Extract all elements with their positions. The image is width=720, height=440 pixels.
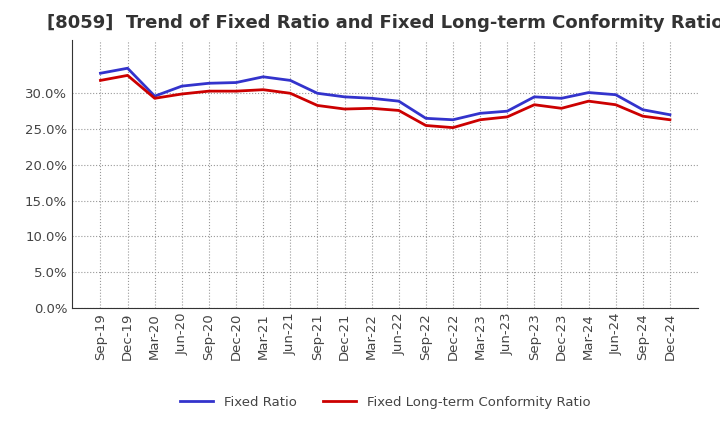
Fixed Ratio — [665, 112, 674, 117]
Fixed Long-term Conformity Ratio — [150, 95, 159, 101]
Fixed Long-term Conformity Ratio — [395, 108, 403, 113]
Fixed Ratio — [611, 92, 620, 97]
Fixed Long-term Conformity Ratio — [123, 73, 132, 78]
Line: Fixed Ratio: Fixed Ratio — [101, 68, 670, 120]
Fixed Long-term Conformity Ratio — [341, 106, 349, 112]
Title: [8059]  Trend of Fixed Ratio and Fixed Long-term Conformity Ratio: [8059] Trend of Fixed Ratio and Fixed Lo… — [47, 15, 720, 33]
Fixed Long-term Conformity Ratio — [204, 88, 213, 94]
Fixed Ratio — [449, 117, 457, 122]
Fixed Long-term Conformity Ratio — [503, 114, 511, 120]
Fixed Long-term Conformity Ratio — [557, 106, 566, 111]
Fixed Long-term Conformity Ratio — [313, 103, 322, 108]
Fixed Long-term Conformity Ratio — [530, 102, 539, 107]
Fixed Ratio — [476, 111, 485, 116]
Fixed Long-term Conformity Ratio — [259, 87, 268, 92]
Fixed Ratio — [178, 84, 186, 89]
Fixed Ratio — [123, 66, 132, 71]
Fixed Long-term Conformity Ratio — [178, 92, 186, 97]
Fixed Long-term Conformity Ratio — [611, 102, 620, 107]
Fixed Long-term Conformity Ratio — [232, 88, 240, 94]
Fixed Long-term Conformity Ratio — [665, 117, 674, 122]
Legend: Fixed Ratio, Fixed Long-term Conformity Ratio: Fixed Ratio, Fixed Long-term Conformity … — [175, 391, 595, 414]
Fixed Ratio — [557, 95, 566, 101]
Fixed Ratio — [259, 74, 268, 80]
Fixed Ratio — [286, 78, 294, 83]
Fixed Long-term Conformity Ratio — [476, 117, 485, 122]
Fixed Ratio — [204, 81, 213, 86]
Fixed Long-term Conformity Ratio — [286, 91, 294, 96]
Fixed Long-term Conformity Ratio — [96, 78, 105, 83]
Fixed Long-term Conformity Ratio — [584, 99, 593, 104]
Fixed Ratio — [341, 94, 349, 99]
Line: Fixed Long-term Conformity Ratio: Fixed Long-term Conformity Ratio — [101, 75, 670, 128]
Fixed Long-term Conformity Ratio — [449, 125, 457, 130]
Fixed Ratio — [584, 90, 593, 95]
Fixed Ratio — [150, 94, 159, 99]
Fixed Long-term Conformity Ratio — [639, 114, 647, 119]
Fixed Ratio — [503, 109, 511, 114]
Fixed Ratio — [395, 99, 403, 104]
Fixed Ratio — [96, 70, 105, 76]
Fixed Ratio — [639, 107, 647, 112]
Fixed Ratio — [421, 116, 430, 121]
Fixed Ratio — [530, 94, 539, 99]
Fixed Long-term Conformity Ratio — [421, 123, 430, 128]
Fixed Ratio — [313, 91, 322, 96]
Fixed Ratio — [367, 95, 376, 101]
Fixed Ratio — [232, 80, 240, 85]
Fixed Long-term Conformity Ratio — [367, 106, 376, 111]
